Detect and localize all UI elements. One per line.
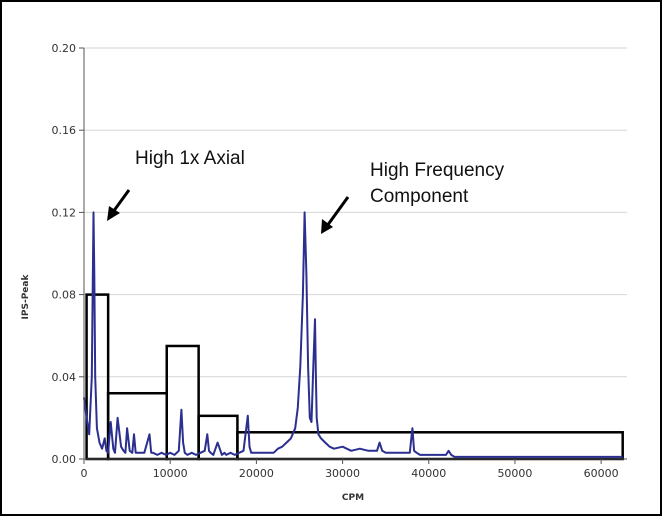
x-tick-label: 10000 bbox=[153, 467, 188, 480]
y-tick-label: 0.12 bbox=[52, 206, 77, 219]
y-tick-label: 0.00 bbox=[52, 453, 77, 466]
grid bbox=[84, 47, 627, 378]
x-axis-label: CPM bbox=[342, 493, 364, 503]
spectrum-line bbox=[83, 211, 623, 458]
bands bbox=[85, 293, 624, 461]
y-tick-label: 0.16 bbox=[52, 124, 77, 137]
x-tick-label: 0 bbox=[81, 467, 88, 480]
axes bbox=[79, 47, 627, 464]
annotation-high-1x-axial: High 1x Axial bbox=[135, 148, 245, 169]
tick-labels: 0.00 0.04 0.08 0.12 0.16 0.20 0 10000 20000 30000… bbox=[52, 42, 619, 480]
series-group bbox=[83, 211, 623, 458]
annotation-high-frequency-line2: Component bbox=[370, 186, 469, 207]
y-axis-label: IPS-Peak bbox=[21, 274, 31, 320]
x-tick-label: 20000 bbox=[239, 467, 274, 480]
x-tick-label: 40000 bbox=[411, 467, 446, 480]
arrow-right-icon bbox=[321, 196, 350, 234]
x-tick-label: 50000 bbox=[497, 467, 532, 480]
y-tick-label: 0.04 bbox=[52, 371, 77, 384]
y-tick-label: 0.08 bbox=[52, 289, 77, 302]
y-tick-label: 0.20 bbox=[52, 42, 77, 55]
x-tick-label: 30000 bbox=[325, 467, 360, 480]
annotation-high-frequency-line1: High Frequency bbox=[370, 160, 505, 181]
x-tick-label: 60000 bbox=[584, 467, 619, 480]
arrow-left-icon bbox=[107, 189, 131, 221]
